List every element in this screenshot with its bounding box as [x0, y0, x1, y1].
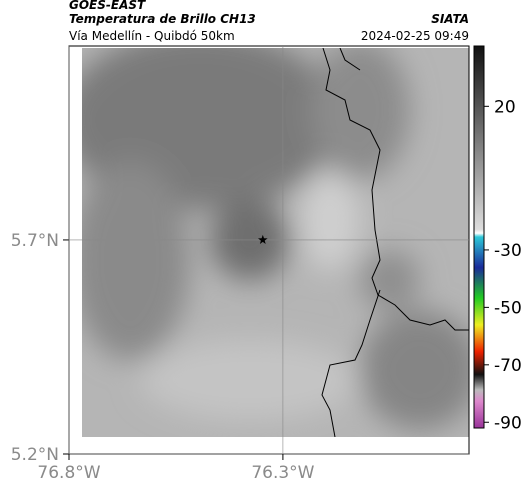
source: GOES-EAST [69, 0, 146, 12]
colorbar-tick-label: -30 [494, 241, 522, 261]
colorbar-tick-label: 20 [494, 97, 516, 117]
colorbar-tick-label: -90 [494, 413, 522, 433]
lat-tick-label: 5.7°N [11, 231, 59, 251]
region: Vía Medellín - Quibdó 50km [69, 29, 235, 43]
colorbar-ticks: 20 -30 -50 -70 -90 [484, 97, 522, 433]
lon-tick-label: 76.3°W [251, 463, 314, 483]
agency: SIATA [431, 12, 469, 26]
lat-tick-label: 5.2°N [11, 445, 59, 465]
graticule: 5.7°N 5.2°N76.8°W 76.3°W [11, 46, 469, 483]
station-marker [258, 234, 268, 244]
colorbar-tick-label: -50 [494, 298, 522, 318]
timestamp: 2024-02-25 09:49 [361, 29, 469, 43]
lon-tick-label: 76.8°W [37, 463, 100, 483]
product: Temperatura de Brillo CH13 [69, 12, 256, 26]
colorbar [473, 45, 485, 429]
colorbar-tick-label: -70 [494, 356, 522, 376]
satellite-image [82, 48, 469, 437]
